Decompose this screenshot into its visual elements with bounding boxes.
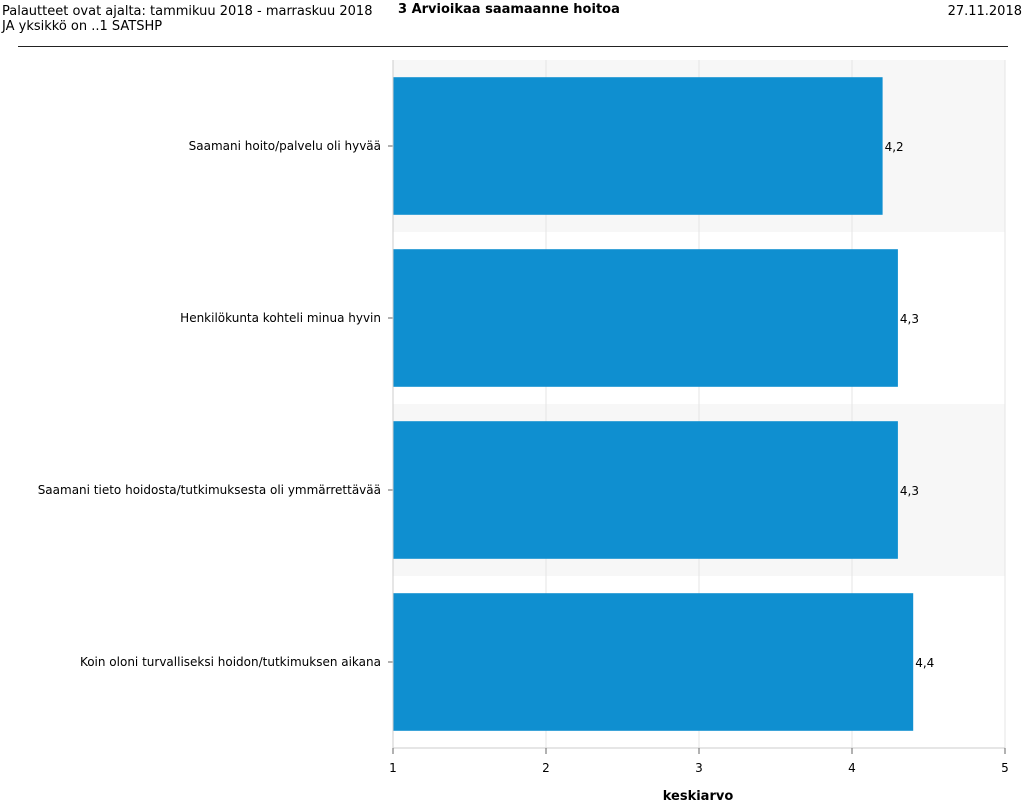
x-tick-label: 3 [695, 761, 703, 775]
bar [393, 77, 883, 215]
x-axis-title: keskiarvo [663, 789, 734, 804]
category-label: Saamani hoito/palvelu oli hyvää [189, 139, 381, 153]
page-title: 3 Arvioikaa saamaanne hoitoa [398, 2, 620, 17]
header-divider [18, 46, 1008, 47]
x-tick-label: 2 [542, 761, 550, 775]
x-tick-label: 1 [389, 761, 397, 775]
category-label: Saamani tieto hoidosta/tutkimuksesta oli… [38, 483, 381, 497]
unit-text: JA yksikkö on ..1 SATSHP [2, 19, 163, 34]
value-label: 4,3 [900, 312, 919, 326]
x-tick-label: 4 [848, 761, 856, 775]
report-date: 27.11.2018 [947, 4, 1022, 19]
bar [393, 249, 898, 387]
report-info: Palautteet ovat ajalta: tammikuu 2018 - … [2, 4, 372, 34]
category-label: Henkilökunta kohteli minua hyvin [180, 311, 381, 325]
bar [393, 593, 914, 731]
value-label: 4,3 [900, 484, 919, 498]
x-tick-label: 5 [1001, 761, 1009, 775]
period-text: Palautteet ovat ajalta: tammikuu 2018 - … [2, 4, 373, 19]
value-label: 4,2 [885, 140, 904, 154]
value-label: 4,4 [915, 656, 934, 670]
bar [393, 421, 898, 559]
category-label: Koin oloni turvalliseksi hoidon/tutkimuk… [80, 655, 381, 669]
